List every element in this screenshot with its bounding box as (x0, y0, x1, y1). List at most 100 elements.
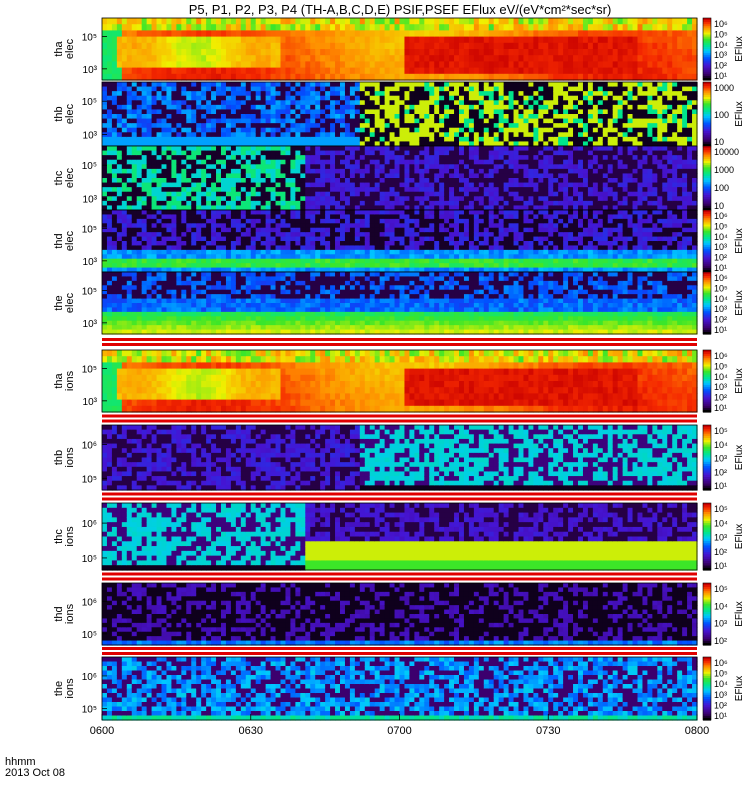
cell (409, 36, 415, 44)
cell (508, 132, 515, 138)
cell (250, 141, 257, 147)
cell (592, 127, 599, 133)
colorbar-cell (703, 141, 711, 145)
cell (221, 200, 227, 207)
cell (330, 178, 336, 184)
cell (335, 200, 341, 207)
cell (181, 24, 187, 31)
cell (404, 159, 411, 165)
cell (573, 86, 579, 92)
cell (533, 159, 539, 165)
cell (478, 114, 485, 120)
cell (563, 173, 569, 179)
cell (459, 168, 465, 175)
cell (161, 55, 168, 62)
cell (136, 55, 143, 62)
cell (201, 182, 207, 188)
cell (592, 86, 599, 92)
cell (121, 254, 128, 260)
cell (384, 55, 391, 62)
cell (305, 114, 311, 120)
cell (592, 150, 599, 156)
cell (285, 136, 292, 143)
cell (349, 182, 356, 188)
colorbar-cell (703, 82, 711, 85)
cell (508, 95, 515, 101)
cell (285, 49, 292, 56)
cell (508, 67, 515, 75)
cell (216, 24, 222, 31)
cell (270, 86, 277, 92)
cell (156, 182, 163, 188)
cell (196, 136, 202, 143)
cell (235, 18, 242, 25)
cell (186, 24, 192, 31)
cell (642, 114, 649, 120)
cell (463, 196, 470, 202)
cell (578, 104, 584, 111)
cell (538, 24, 544, 31)
cell (444, 173, 450, 179)
cell (627, 100, 634, 106)
cell (642, 18, 649, 25)
cell (364, 155, 371, 161)
cell (454, 127, 460, 133)
cell (171, 232, 177, 238)
cell (459, 155, 465, 161)
cell (662, 159, 668, 165)
cell (176, 205, 182, 211)
colorbar-cell (703, 101, 711, 104)
cell (389, 82, 396, 88)
cell (444, 91, 450, 97)
cell (270, 36, 277, 44)
cell (652, 30, 658, 38)
cell (374, 91, 381, 97)
cell (305, 196, 311, 202)
cell (320, 164, 326, 170)
cell (513, 164, 520, 170)
cell (538, 109, 544, 115)
cell (230, 155, 237, 161)
cell (498, 132, 505, 138)
cell (335, 164, 341, 170)
cell (548, 91, 554, 97)
cell (330, 73, 336, 81)
cell (201, 18, 207, 25)
cell (682, 196, 688, 202)
cell (201, 42, 207, 50)
cell (389, 100, 396, 106)
cell (597, 73, 604, 81)
cell (587, 141, 594, 147)
cell (335, 173, 341, 179)
cell (473, 200, 480, 207)
cell (454, 187, 460, 193)
cell (592, 168, 599, 175)
cell (240, 187, 247, 193)
cell (419, 42, 425, 50)
cell (533, 100, 539, 106)
cell (632, 73, 639, 81)
cell (379, 132, 386, 138)
cell (657, 49, 663, 56)
cell (662, 104, 668, 111)
cell (315, 191, 321, 197)
cell (206, 146, 212, 152)
cell (488, 187, 495, 193)
cell (578, 123, 584, 129)
cell (632, 146, 639, 152)
cell (379, 18, 386, 25)
cell (280, 55, 287, 62)
cell (597, 191, 604, 197)
cell (463, 168, 470, 175)
cell (568, 42, 574, 50)
cell (136, 109, 143, 115)
cell (176, 187, 182, 193)
cell (389, 49, 396, 56)
cell (622, 123, 629, 129)
cell (340, 178, 346, 184)
cell (349, 55, 356, 62)
cell (151, 146, 158, 152)
cell (161, 263, 168, 269)
cell (597, 200, 604, 207)
cell (538, 205, 544, 211)
